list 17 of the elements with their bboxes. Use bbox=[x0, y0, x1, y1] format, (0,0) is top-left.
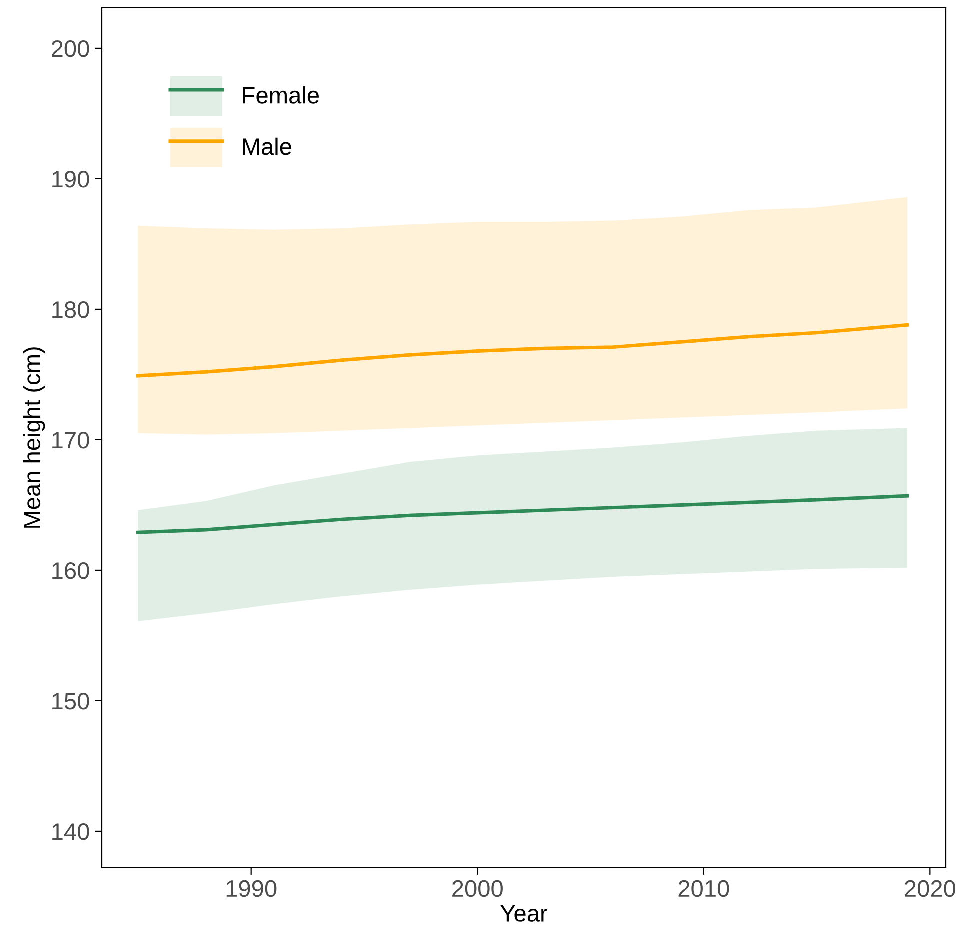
y-tick-label: 200 bbox=[52, 40, 90, 58]
legend-label: Female bbox=[243, 86, 319, 104]
x-tick-label: 2010 bbox=[678, 880, 730, 898]
y-tick-label: 160 bbox=[52, 562, 90, 580]
x-tick-label: 2020 bbox=[905, 880, 956, 898]
x-axis-title: Year bbox=[500, 905, 548, 922]
x-tick-label: 1990 bbox=[226, 880, 277, 898]
x-tick-label: 2000 bbox=[452, 880, 503, 898]
line-series bbox=[136, 494, 910, 534]
legend-label: Male bbox=[243, 138, 292, 156]
y-tick-label: 150 bbox=[52, 693, 90, 710]
y-tick-label: 140 bbox=[52, 824, 90, 840]
y-tick-label: 190 bbox=[52, 171, 90, 188]
y-axis-title: Mean height (cm) bbox=[23, 348, 46, 528]
y-tick-label: 170 bbox=[52, 432, 90, 449]
y-tick-label: 180 bbox=[52, 302, 90, 318]
line-series bbox=[136, 323, 910, 378]
